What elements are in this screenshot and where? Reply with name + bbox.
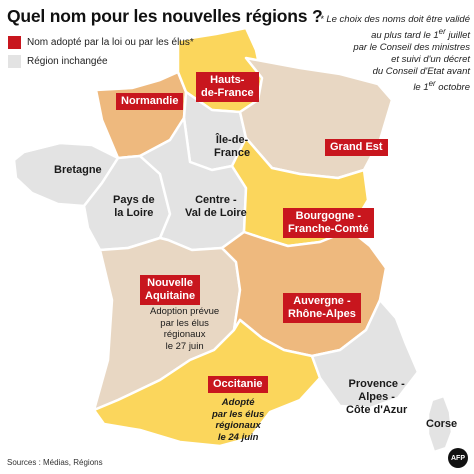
label-line: Val de Loire bbox=[185, 207, 247, 219]
label-line: Côte d'Azur bbox=[346, 404, 408, 416]
agency-logo: AFP bbox=[448, 448, 468, 468]
footnote-line: du Conseil d'Etat avant bbox=[372, 66, 470, 78]
label-bretagne: Bretagne bbox=[54, 164, 102, 176]
label-corse: Corse bbox=[426, 418, 458, 430]
page-title: Quel nom pour les nouvelles régions ? bbox=[7, 6, 323, 26]
annotation-line: le 24 juin bbox=[217, 431, 259, 443]
annotation-line: Adopté bbox=[221, 397, 255, 408]
label-hauts-de-france: Hauts- de-France bbox=[196, 72, 259, 102]
label-line: de-France bbox=[201, 87, 254, 99]
region-provence-alpes-cote-d-azur bbox=[310, 298, 420, 410]
annotation-line: régionaux bbox=[215, 420, 261, 431]
legend-label-adopted: Nom adopté par la loi ou par les élus* bbox=[27, 37, 194, 48]
label-line: Rhône-Alpes bbox=[288, 308, 356, 320]
footnote-line: * Le choix des noms doit être validé bbox=[320, 14, 470, 25]
label-ile-de-france: Île-de- France bbox=[214, 134, 250, 160]
footnote-line: le 1 bbox=[413, 82, 429, 94]
footnote-line: par le Conseil des ministres bbox=[353, 42, 470, 54]
annotation-line: régionaux bbox=[163, 329, 206, 340]
annotation-line: par les élus bbox=[160, 317, 209, 329]
legend-item-unchanged: Région inchangée bbox=[8, 55, 108, 68]
annotation-occitanie: Adopté par les élus régionaux le 24 juin bbox=[212, 397, 264, 443]
label-provence-alpes-cote-d-azur: Provence - Alpes - Côte d'Azur bbox=[346, 378, 407, 417]
footnote-line: et suivi d'un décret bbox=[391, 54, 470, 66]
annotation-line: Adoption prévue bbox=[150, 306, 220, 317]
sources-text: Sources : Médias, Régions bbox=[7, 458, 103, 467]
label-occitanie: Occitanie bbox=[208, 376, 268, 393]
legend-swatch-grey bbox=[8, 55, 21, 68]
label-line: Pays de bbox=[113, 194, 155, 206]
label-line: la Loire bbox=[114, 207, 154, 219]
label-line: Provence - bbox=[348, 378, 405, 390]
annotation-line: par les élus bbox=[212, 408, 265, 420]
label-line: France bbox=[214, 147, 251, 159]
label-centre-val-de-loire: Centre - Val de Loire bbox=[185, 194, 247, 220]
label-pays-de-la-loire: Pays de la Loire bbox=[113, 194, 155, 220]
annotation-nouvelle-aquitaine: Adoption prévue par les élus régionaux l… bbox=[150, 306, 219, 352]
annotation-line: le 27 juin bbox=[165, 340, 204, 352]
label-grand-est: Grand Est bbox=[325, 139, 388, 156]
label-line: Île-de- bbox=[215, 134, 249, 146]
legend-item-adopted: Nom adopté par la loi ou par les élus* bbox=[8, 36, 194, 49]
label-line: Auvergne - bbox=[293, 295, 351, 307]
label-auvergne-rhone-alpes: Auvergne - Rhône-Alpes bbox=[283, 293, 361, 323]
footnote-sup: er bbox=[438, 27, 446, 36]
region-corse bbox=[426, 394, 454, 454]
label-line: Alpes - bbox=[358, 391, 395, 403]
label-bourgogne-franche-comte: Bourgogne - Franche-Comté bbox=[283, 208, 374, 238]
footnote-line: juillet bbox=[445, 30, 470, 42]
label-nouvelle-aquitaine: Nouvelle Aquitaine bbox=[140, 275, 201, 305]
footnote-line: au plus tard le 1 bbox=[371, 30, 439, 42]
footnote-line: octobre bbox=[435, 82, 470, 94]
label-line: Centre - bbox=[195, 194, 237, 206]
label-line: Aquitaine bbox=[145, 290, 196, 302]
label-line: Bourgogne - bbox=[295, 210, 362, 222]
label-line: Hauts- bbox=[210, 74, 245, 86]
label-line: Nouvelle bbox=[147, 277, 193, 289]
footnote: * Le choix des noms doit être validé au … bbox=[302, 14, 470, 94]
footnote-sup: er bbox=[428, 79, 436, 89]
legend-label-unchanged: Région inchangée bbox=[27, 56, 108, 67]
label-line: Franche-Comté bbox=[288, 223, 369, 235]
legend-swatch-red bbox=[8, 36, 21, 49]
label-normandie: Normandie bbox=[116, 93, 184, 110]
